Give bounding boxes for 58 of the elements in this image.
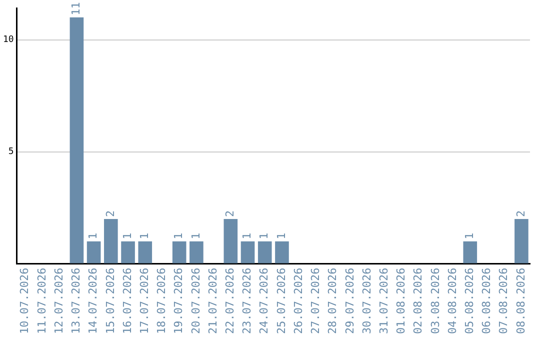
bar xyxy=(463,241,478,264)
data-label: 1 xyxy=(258,232,271,240)
bar xyxy=(224,218,238,264)
x-tick-label: 01.08.2026 xyxy=(394,268,408,334)
data-label: 1 xyxy=(86,232,100,240)
x-tick-label: 30.07.2026 xyxy=(360,268,374,334)
data-label: 1 xyxy=(189,232,202,240)
bar xyxy=(258,241,272,264)
data-label: 1 xyxy=(274,232,288,240)
bar xyxy=(121,241,135,264)
x-tick-label: 17.07.2026 xyxy=(138,268,151,334)
x-tick-label: 10.07.2026 xyxy=(18,268,32,334)
data-label: 2 xyxy=(514,210,528,217)
x-tick-label: 27.07.2026 xyxy=(309,268,322,334)
x-tick-label: 04.08.2026 xyxy=(446,268,459,334)
data-label: 1 xyxy=(462,232,476,240)
data-label: 11 xyxy=(70,2,83,16)
x-tick-label: 08.08.2026 xyxy=(514,268,528,334)
data-label: 2 xyxy=(224,210,237,217)
x-tick-label: 29.07.2026 xyxy=(343,268,356,334)
x-tick-label: 13.07.2026 xyxy=(70,268,83,334)
x-tick-label: 15.07.2026 xyxy=(104,268,117,334)
bar xyxy=(190,241,204,264)
data-label: 1 xyxy=(120,232,134,240)
x-tick-label: 20.07.2026 xyxy=(189,268,202,334)
data-label: 1 xyxy=(172,232,186,240)
x-tick-label: 03.08.2026 xyxy=(428,268,442,334)
data-label: 2 xyxy=(104,210,117,217)
bar xyxy=(240,241,255,264)
data-label: 1 xyxy=(138,232,151,240)
x-tick-label: 07.08.2026 xyxy=(497,268,510,334)
x-tick-label: 18.07.2026 xyxy=(155,268,168,334)
y-tick-label: 10 xyxy=(2,35,14,46)
bar xyxy=(138,241,152,264)
x-tick-label: 14.07.2026 xyxy=(86,268,100,334)
x-tick-label: 21.07.2026 xyxy=(206,268,220,334)
bar xyxy=(104,218,118,264)
x-tick-label: 28.07.2026 xyxy=(326,268,340,334)
bar xyxy=(70,17,84,264)
bar xyxy=(86,241,101,264)
x-tick-label: 02.08.2026 xyxy=(412,268,425,334)
x-tick-label: 19.07.2026 xyxy=(172,268,186,334)
x-tick-label: 23.07.2026 xyxy=(240,268,254,334)
y-tick-label: 5 xyxy=(8,147,14,158)
x-tick-label: 06.08.2026 xyxy=(480,268,494,334)
data-label: 1 xyxy=(240,232,254,240)
x-tick-label: 31.07.2026 xyxy=(377,268,390,334)
x-tick-label: 16.07.2026 xyxy=(120,268,134,334)
x-tick-label: 25.07.2026 xyxy=(274,268,288,334)
x-tick-label: 12.07.2026 xyxy=(52,268,66,334)
bar xyxy=(172,241,186,264)
x-tick-label: 26.07.2026 xyxy=(292,268,305,334)
x-tick-label: 24.07.2026 xyxy=(258,268,271,334)
bar xyxy=(514,218,528,264)
x-tick-label: 11.07.2026 xyxy=(35,268,48,334)
bar xyxy=(275,241,289,264)
x-tick-label: 22.07.2026 xyxy=(224,268,237,334)
x-tick-label: 05.08.2026 xyxy=(462,268,476,334)
